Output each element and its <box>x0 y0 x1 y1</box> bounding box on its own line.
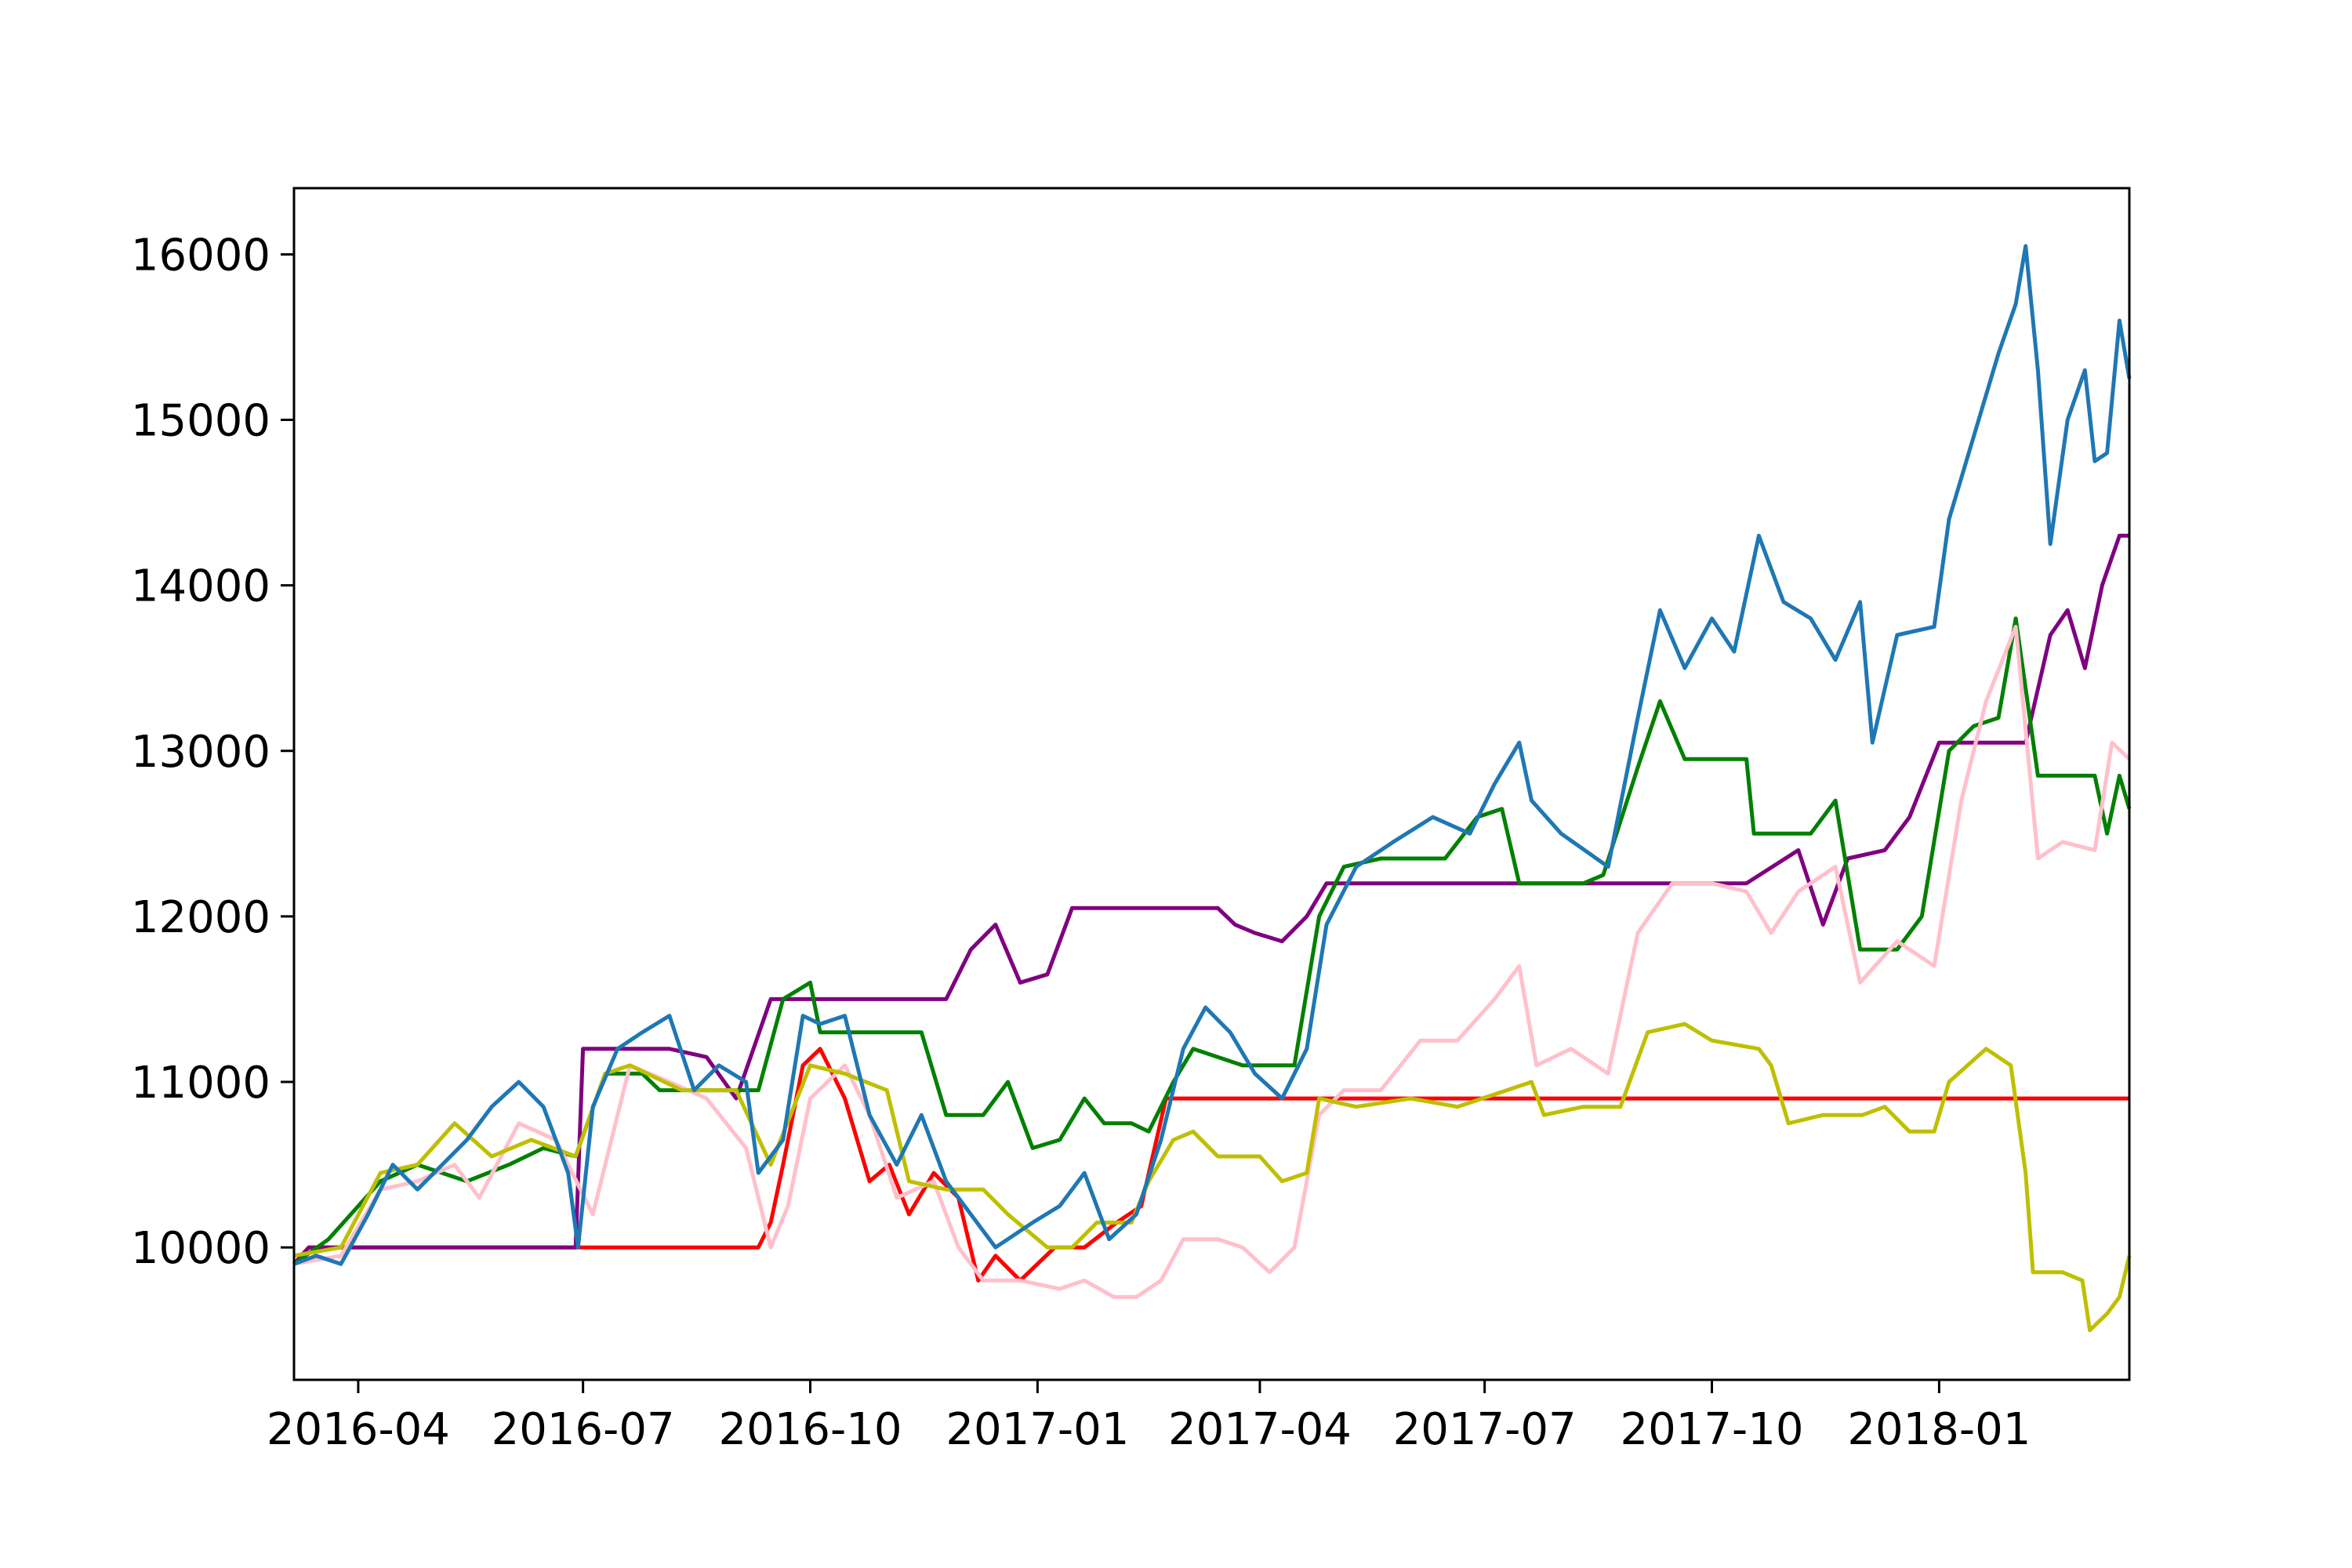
x-tick-label: 2016-07 <box>492 1404 675 1455</box>
series-line-2 <box>292 533 2129 1265</box>
y-tick-label: 14000 <box>131 561 270 612</box>
x-tick-label: 2017-10 <box>1621 1404 1804 1455</box>
x-tick-label: 2018-01 <box>1847 1404 2031 1455</box>
y-tick-label: 10000 <box>131 1223 270 1274</box>
series-line-6 <box>293 244 2132 1266</box>
x-tick-label: 2017-07 <box>1393 1404 1577 1455</box>
y-tick-label: 15000 <box>131 396 270 447</box>
y-tick-label: 11000 <box>131 1058 270 1109</box>
series-line-5 <box>293 1022 2132 1333</box>
y-tick-label: 12000 <box>131 892 270 943</box>
y-tick-label: 16000 <box>131 230 270 281</box>
x-tick-label: 2017-04 <box>1168 1404 1352 1455</box>
y-axis: 10000 11000 12000 13000 14000 15000 16000 <box>131 230 294 1274</box>
series-line-3 <box>292 616 2132 1266</box>
series-layer <box>292 244 2132 1333</box>
x-axis: 2016-04 2016-07 2016-10 2017-01 2017-04 2017-… <box>267 1380 2031 1455</box>
x-tick-label: 2016-10 <box>719 1404 902 1455</box>
x-tick-label: 2016-04 <box>267 1404 450 1455</box>
series-line-4 <box>293 624 2131 1299</box>
x-tick-label: 2017-01 <box>946 1404 1129 1455</box>
plot-frame <box>292 187 2131 1381</box>
y-tick-label: 13000 <box>131 727 270 778</box>
